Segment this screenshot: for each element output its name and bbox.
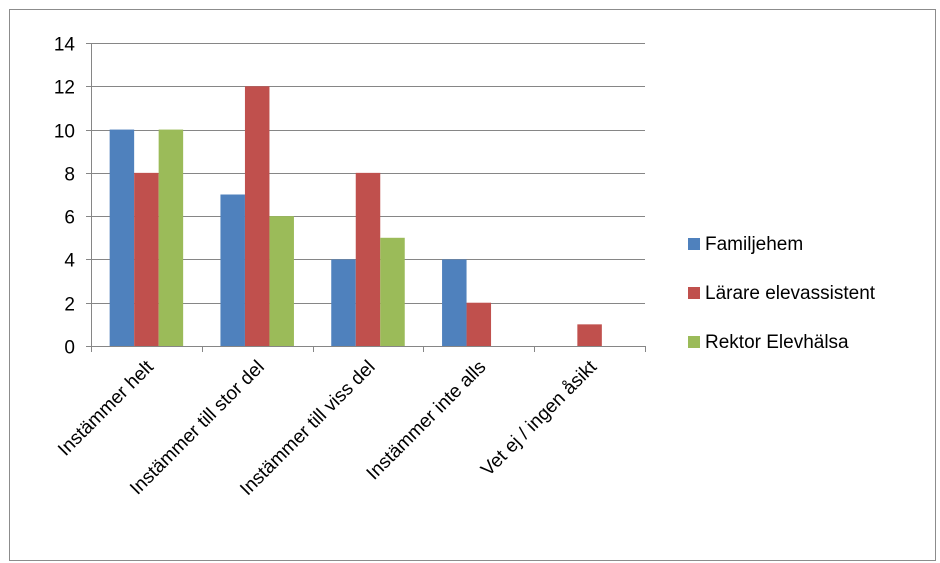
y-tick-label: 8 bbox=[64, 165, 75, 186]
legend-label: Lärare elevassistent bbox=[705, 283, 876, 304]
y-tick-label: 0 bbox=[64, 338, 75, 359]
bar-rektor-elevh-lsa bbox=[380, 237, 405, 346]
bar-rektor-elevh-lsa bbox=[269, 216, 294, 346]
x-category-label: Vet ej / ingen åsikt bbox=[477, 356, 601, 480]
bar-familjehem bbox=[442, 259, 467, 346]
bar-familjehem bbox=[109, 129, 135, 346]
bar-familjehem bbox=[220, 194, 245, 346]
y-tick-label: 10 bbox=[54, 122, 75, 143]
legend-swatch-rektor-elevh-lsa bbox=[688, 336, 700, 348]
legend-swatch-l-rare-elevassistent bbox=[688, 287, 700, 299]
y-tick-label: 12 bbox=[54, 78, 75, 99]
y-tick-label: 2 bbox=[64, 295, 75, 316]
x-category-label: Instämmer inte alls bbox=[363, 357, 491, 485]
y-tick-label: 4 bbox=[64, 251, 75, 272]
bar-rektor-elevh-lsa bbox=[158, 129, 184, 346]
x-category-label: Instämmer helt bbox=[54, 356, 158, 460]
bar-familjehem bbox=[331, 259, 356, 346]
bar-l-rare-elevassistent bbox=[244, 86, 270, 347]
bar-l-rare-elevassistent bbox=[355, 172, 381, 346]
bar-l-rare-elevassistent bbox=[466, 302, 492, 346]
legend-label: Familjehem bbox=[705, 234, 803, 255]
y-tick-label: 6 bbox=[64, 208, 75, 229]
y-tick-label: 14 bbox=[54, 35, 76, 56]
legend-label: Rektor Elevhälsa bbox=[705, 332, 849, 353]
legend-swatch-familjehem bbox=[688, 238, 700, 250]
bar-l-rare-elevassistent bbox=[134, 172, 159, 346]
bar-l-rare-elevassistent bbox=[577, 324, 602, 346]
